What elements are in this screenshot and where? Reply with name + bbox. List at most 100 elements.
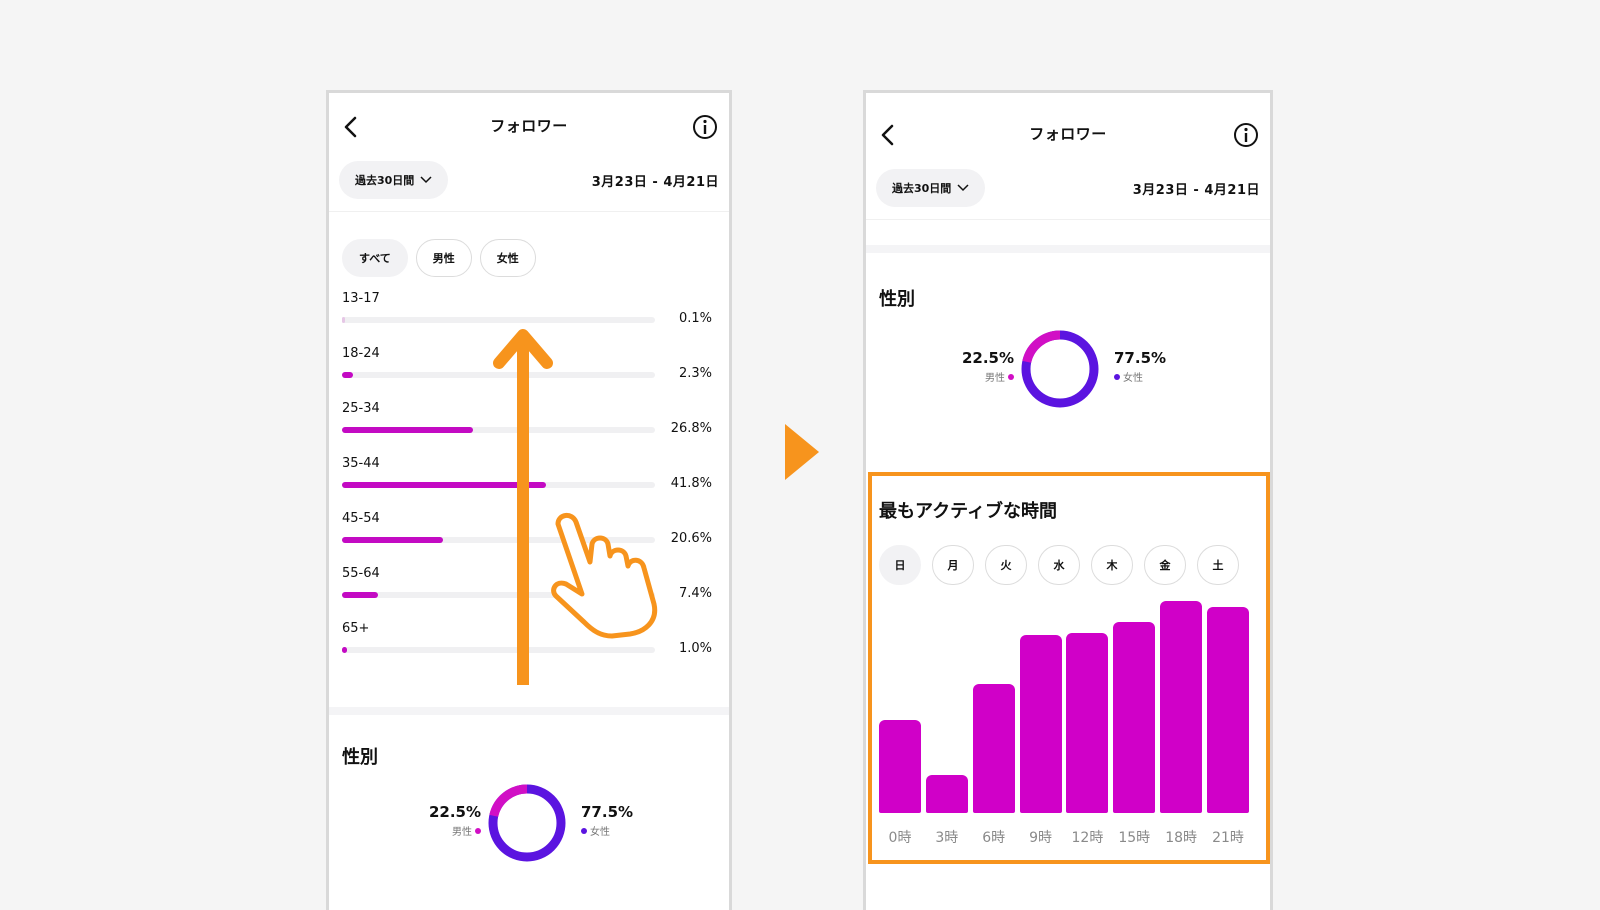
age-row: 65+ 1.0% [342, 621, 712, 671]
info-icon[interactable] [691, 113, 719, 141]
chart-bar [972, 683, 1015, 813]
chart-bar [1207, 607, 1249, 813]
chart-bar [925, 774, 968, 813]
donut-male-segment [488, 784, 566, 862]
age-bar-track [342, 592, 655, 598]
date-range: 3月23日 - 4月21日 [1132, 183, 1260, 198]
weekday-chip[interactable]: 火 [985, 545, 1027, 585]
age-label: 18-24 [342, 346, 380, 361]
age-row: 25-34 26.8% [342, 401, 712, 451]
weekday-chip[interactable]: 土 [1197, 545, 1239, 585]
x-tick-label: 18時 [1165, 830, 1198, 846]
age-label: 45-54 [342, 511, 380, 526]
filter-chip-all[interactable]: すべて [342, 239, 408, 277]
female-pct: 77.5% [1114, 349, 1167, 367]
x-tick-label: 9時 [1029, 830, 1053, 846]
age-bar-fill [342, 592, 379, 598]
info-icon[interactable] [1232, 121, 1260, 149]
age-row: 45-54 20.6% [342, 511, 712, 561]
gender-donut-chart [488, 784, 566, 862]
chevron-down-icon [420, 176, 432, 184]
female-stat: 77.5% 女性 [581, 803, 651, 838]
age-label: 13-17 [342, 291, 380, 306]
age-pct: 7.4% [678, 586, 712, 601]
highlight-frame [868, 472, 1270, 864]
hand-pointer-icon [551, 513, 658, 639]
gender-summary: 22.5% 男性 77.5% 女性 [944, 329, 1184, 409]
chart-bar [1113, 622, 1156, 813]
age-row: 55-64 7.4% [342, 566, 712, 616]
gender-filter-chips: すべて 男性 女性 [342, 239, 536, 277]
male-label: 男性 [985, 373, 1005, 384]
period-label: 過去30日間 [892, 182, 952, 195]
age-bar-track [342, 372, 655, 378]
female-label: 女性 [1123, 373, 1143, 384]
filter-chip-female[interactable]: 女性 [479, 239, 536, 277]
age-pct: 41.8% [670, 476, 712, 491]
age-row: 13-17 0.1% [342, 291, 712, 341]
age-bar-track [342, 647, 655, 653]
chevron-down-icon [957, 184, 969, 192]
age-bar-fill [342, 537, 443, 543]
age-bar-fill [342, 647, 347, 653]
age-pct: 20.6% [670, 531, 712, 546]
x-tick-label: 0時 [888, 830, 912, 846]
age-row: 18-24 2.3% [342, 346, 712, 396]
phone-screen-before: フォロワー 過去30日間 3月23日 - 4月21日 すべて 男性 女性 13-… [326, 90, 732, 910]
swipe-up-arrow-icon [493, 329, 553, 685]
age-label: 25-34 [342, 401, 380, 416]
date-row: 過去30日間 3月23日 - 4月21日 [866, 167, 1270, 220]
page-title: フォロワー [1029, 125, 1107, 143]
x-tick-label: 3時 [935, 830, 959, 846]
weekday-chip[interactable]: 月 [932, 545, 974, 585]
age-pct: 0.1% [678, 311, 712, 326]
age-pct: 2.3% [678, 366, 712, 381]
back-arrow-icon[interactable] [874, 121, 902, 149]
male-dot [1008, 373, 1014, 380]
chart-bar [1160, 601, 1203, 813]
phone-screen-after: フォロワー 過去30日間 3月23日 - 4月21日 性別 22.5% 男性 7… [863, 90, 1273, 910]
male-stat: 22.5% 男性 [411, 803, 481, 838]
x-tick-label: 6時 [982, 830, 1006, 846]
back-arrow-icon[interactable] [337, 113, 365, 141]
age-bar-fill [342, 372, 354, 378]
active-times-bar-chart [879, 601, 1249, 813]
weekday-chip[interactable]: 水 [1038, 545, 1080, 585]
male-label: 男性 [452, 827, 472, 838]
weekday-chip[interactable]: 金 [1144, 545, 1186, 585]
filter-chip-male[interactable]: 男性 [415, 239, 472, 277]
period-dropdown[interactable]: 過去30日間 [339, 161, 449, 199]
age-pct: 1.0% [678, 641, 712, 656]
section-divider [329, 707, 729, 715]
age-bar-track [342, 317, 655, 323]
male-pct: 22.5% [961, 349, 1014, 367]
age-label: 55-64 [342, 566, 380, 581]
age-pct: 26.8% [670, 421, 712, 436]
male-dot [475, 827, 481, 834]
x-tick-label: 12時 [1071, 830, 1104, 846]
period-label: 過去30日間 [355, 174, 415, 187]
age-bar-track [342, 427, 655, 433]
age-label: 65+ [342, 621, 370, 636]
female-pct: 77.5% [581, 803, 634, 821]
male-stat: 22.5% 男性 [944, 349, 1014, 384]
age-bar-track [342, 482, 655, 488]
weekday-chip[interactable]: 日 [879, 545, 921, 585]
female-dot [581, 827, 587, 834]
female-label: 女性 [590, 827, 610, 838]
weekday-chips: 日月火水木金土 [879, 545, 1239, 585]
period-dropdown[interactable]: 過去30日間 [876, 169, 986, 207]
date-row: 過去30日間 3月23日 - 4月21日 [329, 159, 729, 212]
section-divider [866, 245, 1270, 253]
top-bar: フォロワー [866, 93, 1270, 167]
female-stat: 77.5% 女性 [1114, 349, 1184, 384]
x-tick-label: 21時 [1212, 830, 1244, 846]
chart-bar [879, 719, 921, 813]
female-dot [1114, 373, 1120, 380]
age-bar-fill [342, 482, 547, 488]
weekday-chip[interactable]: 木 [1091, 545, 1133, 585]
gender-donut-chart [1021, 330, 1099, 408]
age-bar-track [342, 537, 655, 543]
age-bar-fill [342, 317, 345, 323]
x-tick-label: 15時 [1118, 830, 1151, 846]
